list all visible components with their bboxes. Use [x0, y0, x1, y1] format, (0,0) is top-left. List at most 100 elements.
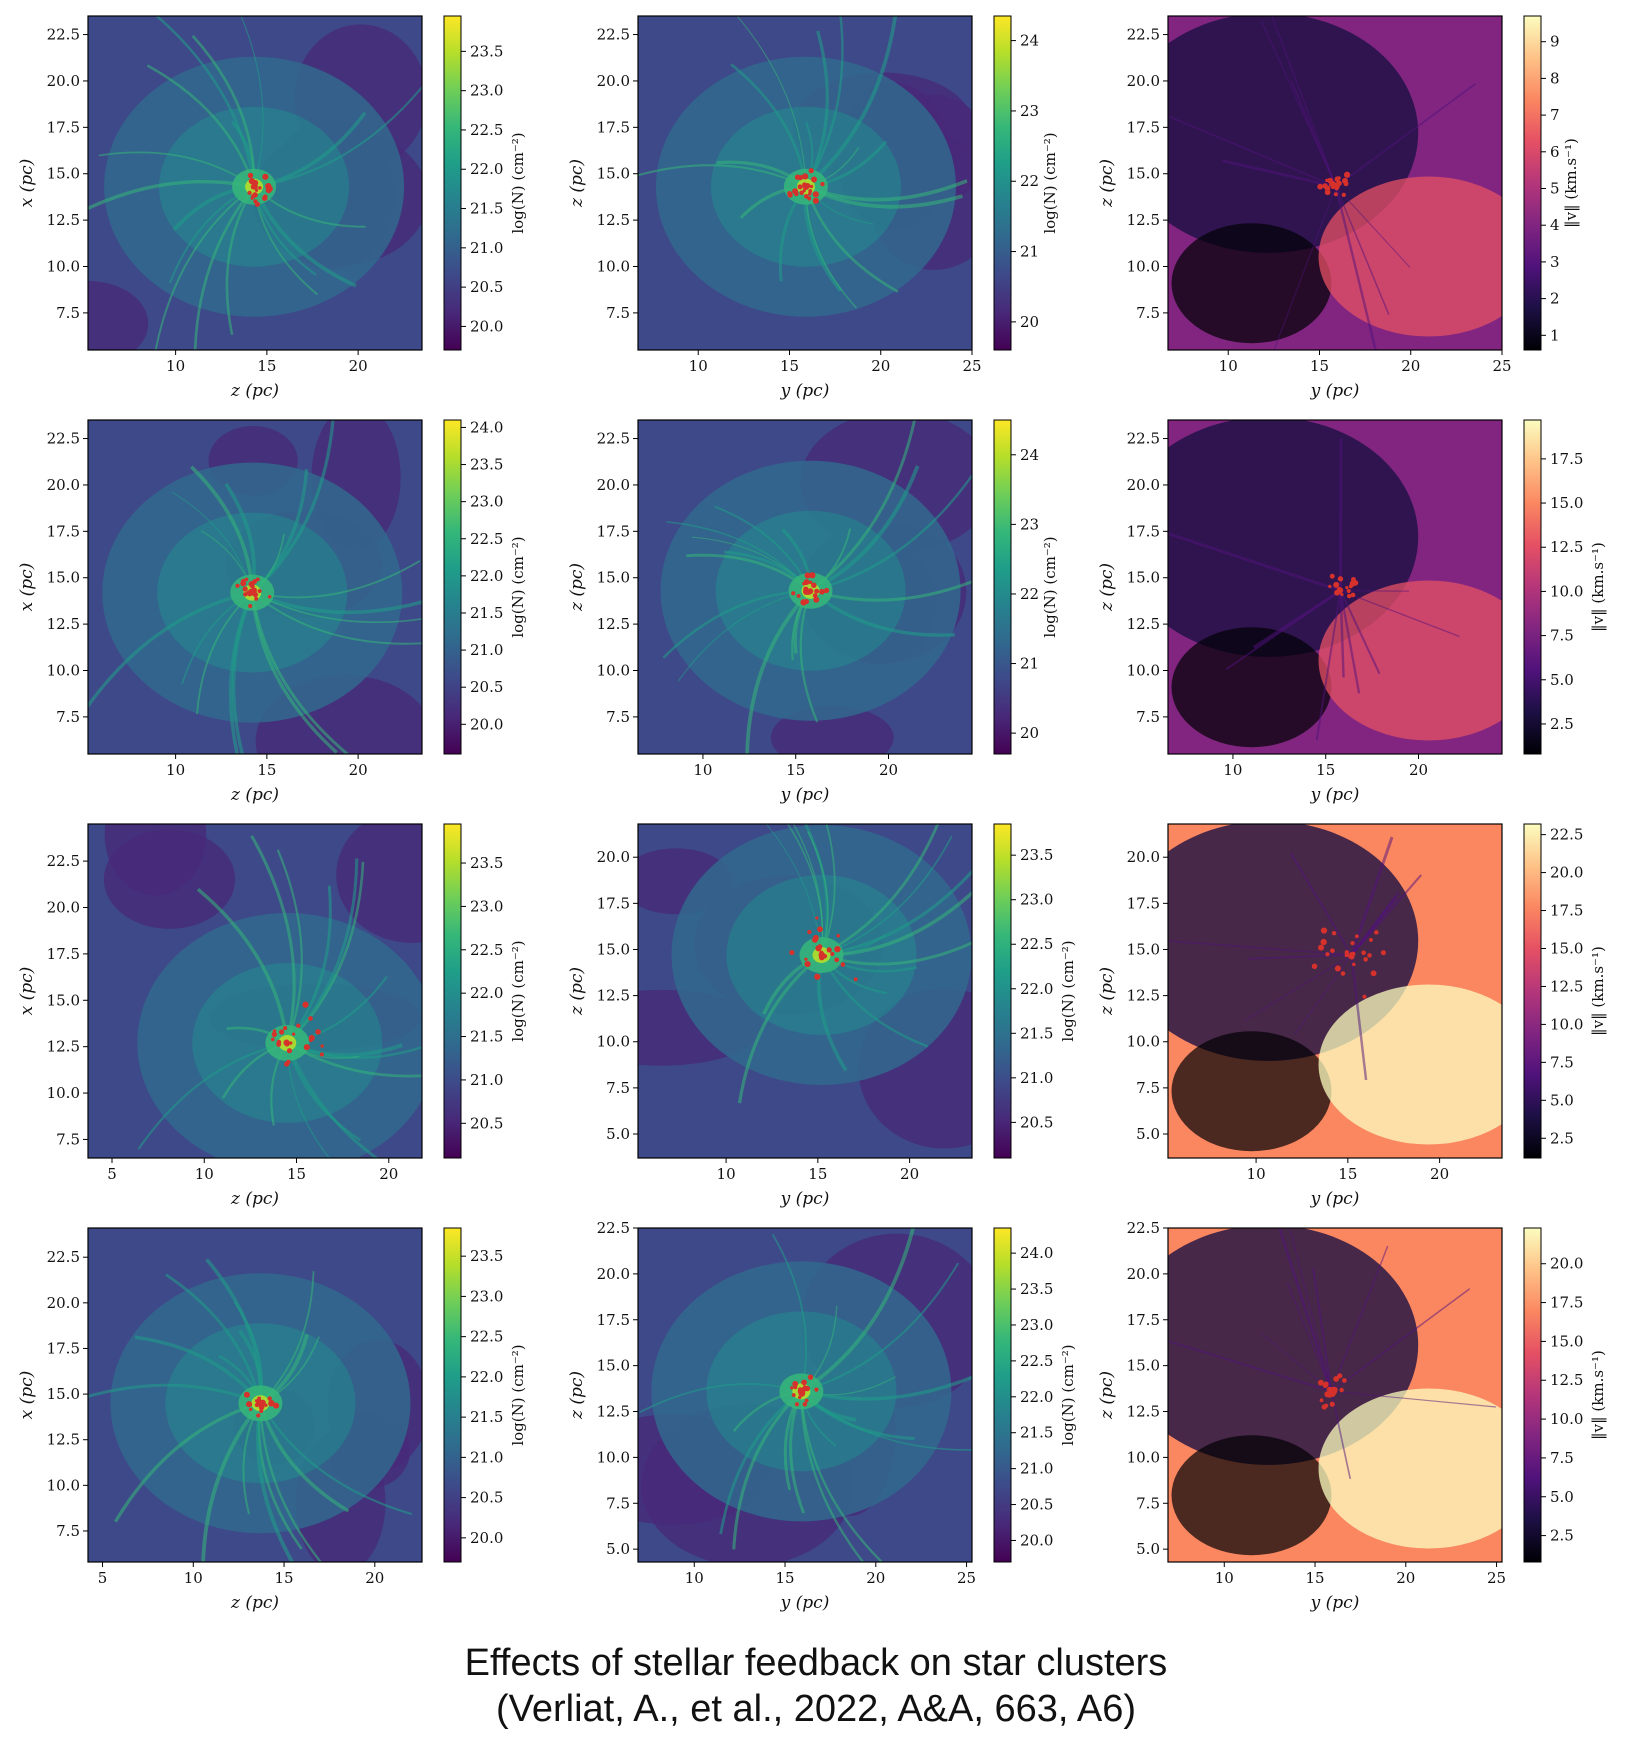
colorbar-gradient: [993, 15, 1012, 351]
panel-r2c1: 10 15 20 7.5 10.0 12.5 15.0 17.5 20.0 22.5 z (pc) x…: [17, 418, 527, 805]
x-axis-label: y (pc): [1310, 785, 1360, 805]
y-tick-label: 20.0: [597, 476, 630, 494]
star-particle: [262, 173, 269, 180]
panel-r1c2: 10 15 20 25 7.5 10.0 12.5 15.0 17.5 20.0 22.5 y (pc…: [567, 15, 1059, 401]
figure-caption: Effects of stellar feedback on star clus…: [0, 1640, 1632, 1732]
star-particle: [1345, 586, 1349, 590]
star-particle: [1325, 952, 1330, 957]
flow-structure: [1273, 186, 1337, 350]
heatmap-image: [638, 824, 972, 1158]
low-density-region: [88, 280, 149, 350]
colorbar-tick-label: 3: [1550, 253, 1560, 271]
y-tick-label: 5.0: [1136, 1125, 1160, 1143]
colorbar-tick-label: 4: [1550, 216, 1560, 234]
flow-structure: [1271, 16, 1337, 187]
colorbar-gradient: [443, 1227, 462, 1563]
x-tick-label: 20: [1396, 1569, 1415, 1587]
y-tick-label: 7.5: [1136, 708, 1160, 726]
flow-structure: [1168, 532, 1341, 592]
star-particle: [824, 587, 830, 594]
colorbar-tick-label: 21.0: [470, 239, 503, 257]
flow-structure: [1289, 1229, 1332, 1392]
y-tick-label: 22.5: [1127, 26, 1160, 44]
gas-filament: [804, 16, 898, 189]
x-tick-label: 20: [379, 1165, 398, 1183]
star-particle: [262, 195, 268, 201]
star-particle: [286, 1059, 291, 1065]
flow-structure: [1286, 1282, 1332, 1392]
star-particle: [817, 926, 823, 933]
star-particle: [1349, 951, 1355, 958]
star-particle: [242, 586, 248, 592]
gas-filament: [810, 580, 972, 602]
x-axis-label: y (pc): [1310, 1189, 1360, 1209]
star-particle: [789, 950, 795, 956]
y-axis-label: z (pc): [1097, 1371, 1117, 1420]
star-particle: [1350, 941, 1355, 946]
y-tick-label: 17.5: [597, 1311, 630, 1329]
gas-filament: [88, 179, 255, 211]
star-particle: [1341, 1378, 1347, 1383]
colorbar-gradient: [993, 823, 1012, 1159]
star-particle: [802, 1385, 807, 1389]
star-particle: [802, 183, 809, 190]
star-particle: [1340, 592, 1344, 597]
colorbar-tick-label: 2.5: [1550, 1129, 1574, 1147]
gas-filament: [259, 1402, 413, 1516]
heatmap-image: [638, 16, 972, 350]
y-tick-label: 22.5: [1127, 1219, 1160, 1237]
colorbar: 2.5 5.0 7.5 10.0 12.5 15.0 17.5 20.0 22.5 ‖v‖ (km…: [1523, 823, 1607, 1159]
star-particle: [1340, 971, 1346, 976]
colorbar-tick-label: 5.0: [1550, 1488, 1574, 1506]
colorbar-tick-label: 7: [1550, 106, 1560, 124]
star-particle: [1331, 1386, 1338, 1393]
y-tick-label: 10.0: [597, 662, 630, 680]
y-tick-label: 7.5: [1136, 304, 1160, 322]
star-particle: [244, 577, 249, 582]
colorbar-tick-label: 20.0: [470, 715, 503, 733]
gas-filament: [765, 824, 823, 956]
low-density-region: [336, 824, 422, 943]
y-tick-label: 10.0: [47, 662, 80, 680]
gas-filament: [250, 835, 296, 1044]
y-tick-label: 22.5: [47, 1248, 80, 1266]
y-tick-label: 10.0: [47, 1084, 80, 1102]
high-velocity-region: [1318, 580, 1502, 741]
star-particle: [1337, 1373, 1343, 1379]
colorbar-tick-label: 21.0: [470, 1071, 503, 1089]
colorbar-tick-label: 23.5: [470, 42, 503, 60]
panel-r2c2: 10 15 20 7.5 10.0 12.5 15.0 17.5 20.0 22.5 y (pc) z…: [567, 419, 1059, 805]
y-tick-label: 22.5: [47, 852, 80, 870]
star-particle: [269, 1401, 274, 1406]
plot-frame: [1167, 1227, 1503, 1563]
panel-r2c3: 10 15 20 7.5 10.0 12.5 15.0 17.5 20.0 22.5 y (pc) z…: [1097, 419, 1607, 805]
star-particle: [811, 582, 817, 588]
plot-frame: [1167, 419, 1503, 755]
colorbar-tick-label: 7.5: [1550, 627, 1574, 645]
flow-structure: [1252, 589, 1342, 649]
x-tick-label: 20: [365, 1569, 384, 1587]
colorbar-gradient: [443, 823, 462, 1159]
y-tick-label: 15.0: [47, 991, 80, 1009]
y-tick-label: 20.0: [597, 1265, 630, 1283]
colorbar-tick-label: 1: [1550, 326, 1560, 344]
y-axis-label: x (pc): [17, 967, 37, 1016]
y-tick-label: 15.0: [1127, 940, 1160, 958]
colorbar-gradient: [1523, 1227, 1542, 1563]
y-tick-label: 7.5: [606, 1494, 630, 1512]
low-velocity-region: [1168, 420, 1419, 657]
plot-frame: [637, 15, 973, 351]
y-tick-label: 22.5: [597, 430, 630, 448]
flow-structure: [1294, 954, 1352, 1035]
y-tick-label: 20.0: [597, 848, 630, 866]
colorbar-tick-label: 20.5: [470, 1489, 503, 1507]
y-axis-label: z (pc): [567, 159, 587, 208]
colorbar-tick-label: 6: [1550, 143, 1560, 161]
y-tick-label: 17.5: [1127, 118, 1160, 136]
x-tick-label: 10: [1223, 761, 1242, 779]
star-particle: [820, 181, 825, 187]
x-tick-label: 20: [879, 761, 898, 779]
y-axis-label: z (pc): [1097, 563, 1117, 612]
star-particle: [804, 572, 811, 579]
y-tick-label: 20.0: [47, 1294, 80, 1312]
